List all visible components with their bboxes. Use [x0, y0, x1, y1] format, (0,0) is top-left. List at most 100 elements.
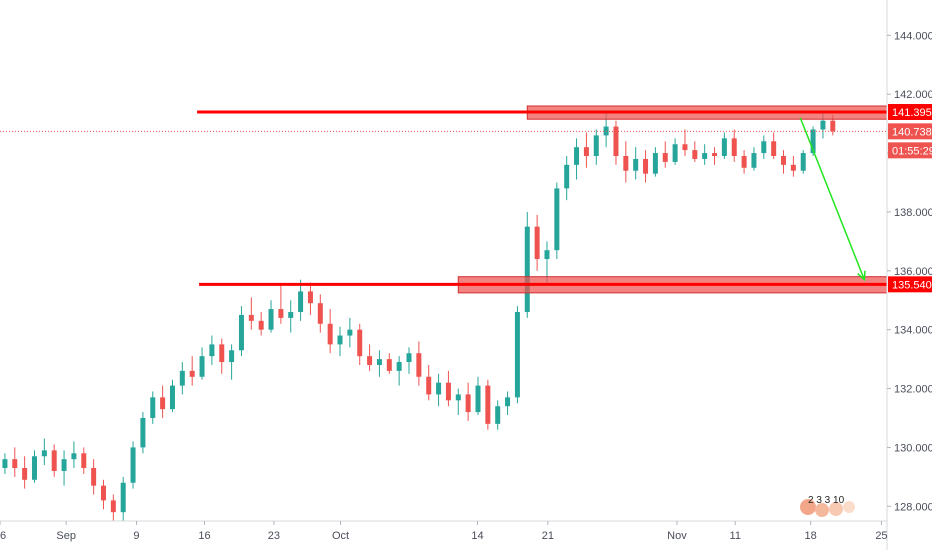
candle [2, 453, 8, 474]
candle-body [22, 468, 28, 480]
candle [41, 438, 47, 466]
candle-body [150, 397, 156, 418]
candle-body [633, 158, 639, 171]
x-tick-label: 14 [471, 530, 483, 542]
x-tick-label: 25 [875, 530, 887, 542]
candle [761, 135, 767, 159]
candle [406, 347, 412, 374]
x-tick-label: 11 [730, 530, 741, 542]
forecast-arrow[interactable] [799, 117, 866, 280]
candle-body [810, 129, 816, 154]
candle [229, 344, 235, 380]
candle [396, 356, 402, 386]
y-tick-label: 128.000 [894, 501, 932, 513]
candle-body [583, 147, 589, 157]
candle-body [485, 385, 491, 424]
x-tick-label: 21 [542, 530, 554, 542]
candle-body [771, 141, 777, 157]
candle-body [120, 482, 126, 513]
resistance-price-tag-label: 141.395 [892, 107, 932, 119]
candle-body [51, 450, 57, 471]
candle [623, 141, 629, 183]
candle-body [455, 394, 461, 401]
candle-body [357, 329, 363, 357]
candle-body [445, 382, 451, 401]
y-tick-label: 142.000 [894, 89, 932, 101]
candle [278, 285, 284, 324]
candle-body [81, 453, 87, 469]
candle-body [623, 156, 629, 171]
candle [524, 211, 530, 318]
candle-body [12, 459, 18, 469]
candle [219, 338, 225, 374]
candle-body [100, 485, 106, 501]
candle [71, 441, 77, 469]
support-price-tag-bg [888, 276, 932, 293]
candle [238, 306, 244, 357]
candle-body [376, 359, 382, 365]
candle [534, 214, 540, 271]
candle [781, 150, 787, 174]
candle [12, 447, 18, 477]
candle-body [140, 417, 146, 448]
countdown-tag-label: 01:55:29 [892, 145, 932, 157]
candle [455, 388, 461, 416]
candle-body [721, 138, 727, 157]
candle-body [820, 120, 826, 130]
candle [445, 370, 451, 407]
candle-body [643, 158, 649, 174]
candle [51, 444, 57, 477]
candle-body [613, 126, 619, 157]
candle [593, 129, 599, 165]
candle-body [662, 153, 668, 162]
candle [258, 312, 264, 336]
candle [643, 150, 649, 183]
candle-body [505, 397, 511, 407]
x-tick-label: 18 [805, 530, 817, 542]
candle-body [209, 344, 215, 357]
candle [741, 150, 747, 174]
last-price-tag-bg [888, 123, 932, 140]
candle-body [189, 370, 195, 377]
candle [721, 132, 727, 159]
candle-body [800, 153, 806, 171]
candle [268, 300, 274, 333]
candle-body [219, 344, 225, 363]
candle-body [268, 309, 274, 330]
candle [367, 344, 373, 371]
countdown-tag: 01:55:29 [888, 142, 932, 159]
candle [189, 356, 195, 386]
candle-body [327, 323, 333, 345]
candle [22, 456, 28, 489]
candle-body [672, 144, 678, 162]
candle [199, 347, 205, 380]
candle [485, 379, 491, 430]
candle [376, 350, 382, 377]
candle-body [712, 153, 718, 157]
candle-body [317, 303, 323, 324]
candle [61, 450, 67, 486]
candle [347, 317, 353, 348]
candle [386, 353, 392, 374]
candle [505, 391, 511, 416]
candle-body [367, 356, 373, 365]
y-tick-label: 138.000 [894, 207, 932, 219]
x-tick-label: Sep [56, 530, 76, 542]
candle-body [248, 314, 254, 321]
candle-body [741, 156, 747, 168]
candle [91, 459, 97, 495]
candle-body [386, 359, 392, 371]
candle-body [298, 291, 304, 313]
candle-body [682, 144, 688, 151]
x-tick-label: 16 [198, 530, 210, 542]
candle-body [436, 382, 442, 395]
watermark-text: 2 3 3 10 [808, 495, 845, 506]
x-tick-label: 9 [133, 530, 139, 542]
candle-body [278, 309, 284, 318]
candle-body [652, 153, 658, 174]
x-tick-label: Nov [667, 530, 687, 542]
candle [514, 306, 520, 404]
candle-body [91, 468, 97, 486]
candle [81, 447, 87, 474]
